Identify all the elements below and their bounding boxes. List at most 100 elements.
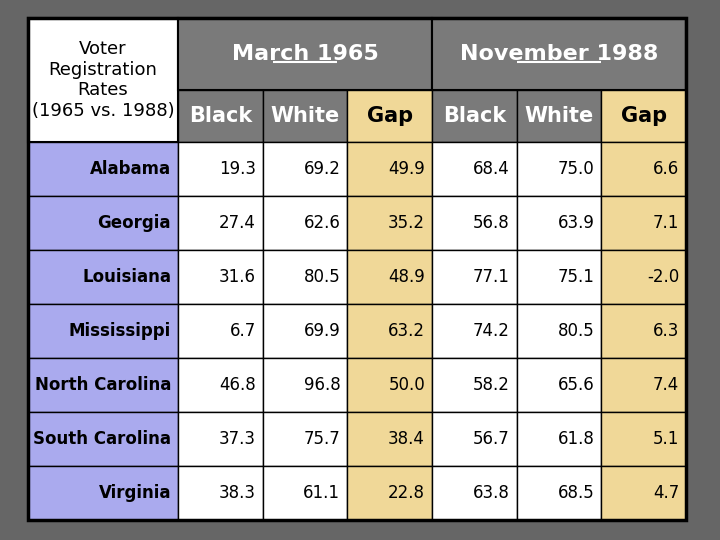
Bar xyxy=(178,18,432,90)
Text: -2.0: -2.0 xyxy=(647,268,679,286)
Bar xyxy=(263,412,347,466)
Bar xyxy=(601,196,686,250)
Bar xyxy=(263,304,347,358)
Bar xyxy=(601,250,686,304)
Bar xyxy=(601,358,686,412)
Bar xyxy=(517,358,601,412)
Bar xyxy=(347,90,432,142)
Text: 38.4: 38.4 xyxy=(388,430,425,448)
Text: 6.6: 6.6 xyxy=(653,160,679,178)
Bar xyxy=(28,196,178,250)
Bar xyxy=(178,412,263,466)
Bar xyxy=(517,196,601,250)
Text: North Carolina: North Carolina xyxy=(35,376,171,394)
Text: Alabama: Alabama xyxy=(90,160,171,178)
Text: 58.2: 58.2 xyxy=(473,376,510,394)
Text: 62.6: 62.6 xyxy=(303,214,341,232)
Text: 68.5: 68.5 xyxy=(557,484,594,502)
Text: 75.7: 75.7 xyxy=(304,430,341,448)
Bar xyxy=(347,250,432,304)
Text: 74.2: 74.2 xyxy=(473,322,510,340)
Text: 80.5: 80.5 xyxy=(557,322,594,340)
Text: 48.9: 48.9 xyxy=(388,268,425,286)
Text: 61.8: 61.8 xyxy=(557,430,594,448)
Text: 56.8: 56.8 xyxy=(473,214,510,232)
Bar xyxy=(263,466,347,520)
Bar xyxy=(347,304,432,358)
Text: 69.9: 69.9 xyxy=(304,322,341,340)
Bar xyxy=(178,250,263,304)
Text: Louisiana: Louisiana xyxy=(82,268,171,286)
Text: Gap: Gap xyxy=(366,106,413,126)
Text: 27.4: 27.4 xyxy=(219,214,256,232)
Text: 38.3: 38.3 xyxy=(219,484,256,502)
Text: Virginia: Virginia xyxy=(99,484,171,502)
Text: 69.2: 69.2 xyxy=(303,160,341,178)
Text: 56.7: 56.7 xyxy=(473,430,510,448)
Text: 7.4: 7.4 xyxy=(653,376,679,394)
Text: White: White xyxy=(524,106,593,126)
Text: 31.6: 31.6 xyxy=(219,268,256,286)
Bar xyxy=(517,90,601,142)
Text: March 1965: March 1965 xyxy=(232,44,379,64)
Bar xyxy=(28,304,178,358)
Text: 50.0: 50.0 xyxy=(388,376,425,394)
Text: 19.3: 19.3 xyxy=(219,160,256,178)
Bar xyxy=(432,196,517,250)
Text: November 1988: November 1988 xyxy=(460,44,658,64)
Bar xyxy=(263,250,347,304)
Bar xyxy=(601,466,686,520)
Bar xyxy=(601,142,686,196)
Text: 61.1: 61.1 xyxy=(303,484,341,502)
Text: 75.0: 75.0 xyxy=(557,160,594,178)
Bar xyxy=(432,412,517,466)
Text: 63.9: 63.9 xyxy=(557,214,594,232)
Bar xyxy=(347,358,432,412)
Bar xyxy=(517,142,601,196)
Bar xyxy=(347,142,432,196)
Text: 6.7: 6.7 xyxy=(230,322,256,340)
Bar xyxy=(263,196,347,250)
Bar xyxy=(28,142,178,196)
Text: 68.4: 68.4 xyxy=(473,160,510,178)
Bar xyxy=(178,358,263,412)
Bar xyxy=(432,304,517,358)
Bar xyxy=(601,90,686,142)
Bar xyxy=(601,412,686,466)
Bar xyxy=(347,412,432,466)
Text: 46.8: 46.8 xyxy=(219,376,256,394)
Bar xyxy=(263,90,347,142)
Bar xyxy=(347,196,432,250)
Text: 7.1: 7.1 xyxy=(652,214,679,232)
Text: 80.5: 80.5 xyxy=(304,268,341,286)
Text: South Carolina: South Carolina xyxy=(33,430,171,448)
Bar xyxy=(28,358,178,412)
Text: 75.1: 75.1 xyxy=(557,268,594,286)
Bar xyxy=(347,466,432,520)
Bar xyxy=(517,304,601,358)
Bar xyxy=(178,304,263,358)
Bar xyxy=(263,358,347,412)
Bar xyxy=(178,90,263,142)
Text: 5.1: 5.1 xyxy=(652,430,679,448)
Bar xyxy=(178,196,263,250)
Bar xyxy=(432,18,686,90)
Text: Georgia: Georgia xyxy=(97,214,171,232)
Bar xyxy=(432,358,517,412)
Text: 6.3: 6.3 xyxy=(652,322,679,340)
Bar xyxy=(28,250,178,304)
Text: 96.8: 96.8 xyxy=(304,376,341,394)
Bar xyxy=(517,412,601,466)
Text: 35.2: 35.2 xyxy=(388,214,425,232)
Bar xyxy=(263,142,347,196)
Text: 49.9: 49.9 xyxy=(388,160,425,178)
Text: 65.6: 65.6 xyxy=(557,376,594,394)
Text: 63.2: 63.2 xyxy=(388,322,425,340)
Text: White: White xyxy=(271,106,340,126)
Bar xyxy=(432,466,517,520)
Bar xyxy=(517,250,601,304)
Text: 77.1: 77.1 xyxy=(473,268,510,286)
Text: Black: Black xyxy=(443,106,506,126)
Bar xyxy=(28,18,178,142)
Bar xyxy=(432,250,517,304)
